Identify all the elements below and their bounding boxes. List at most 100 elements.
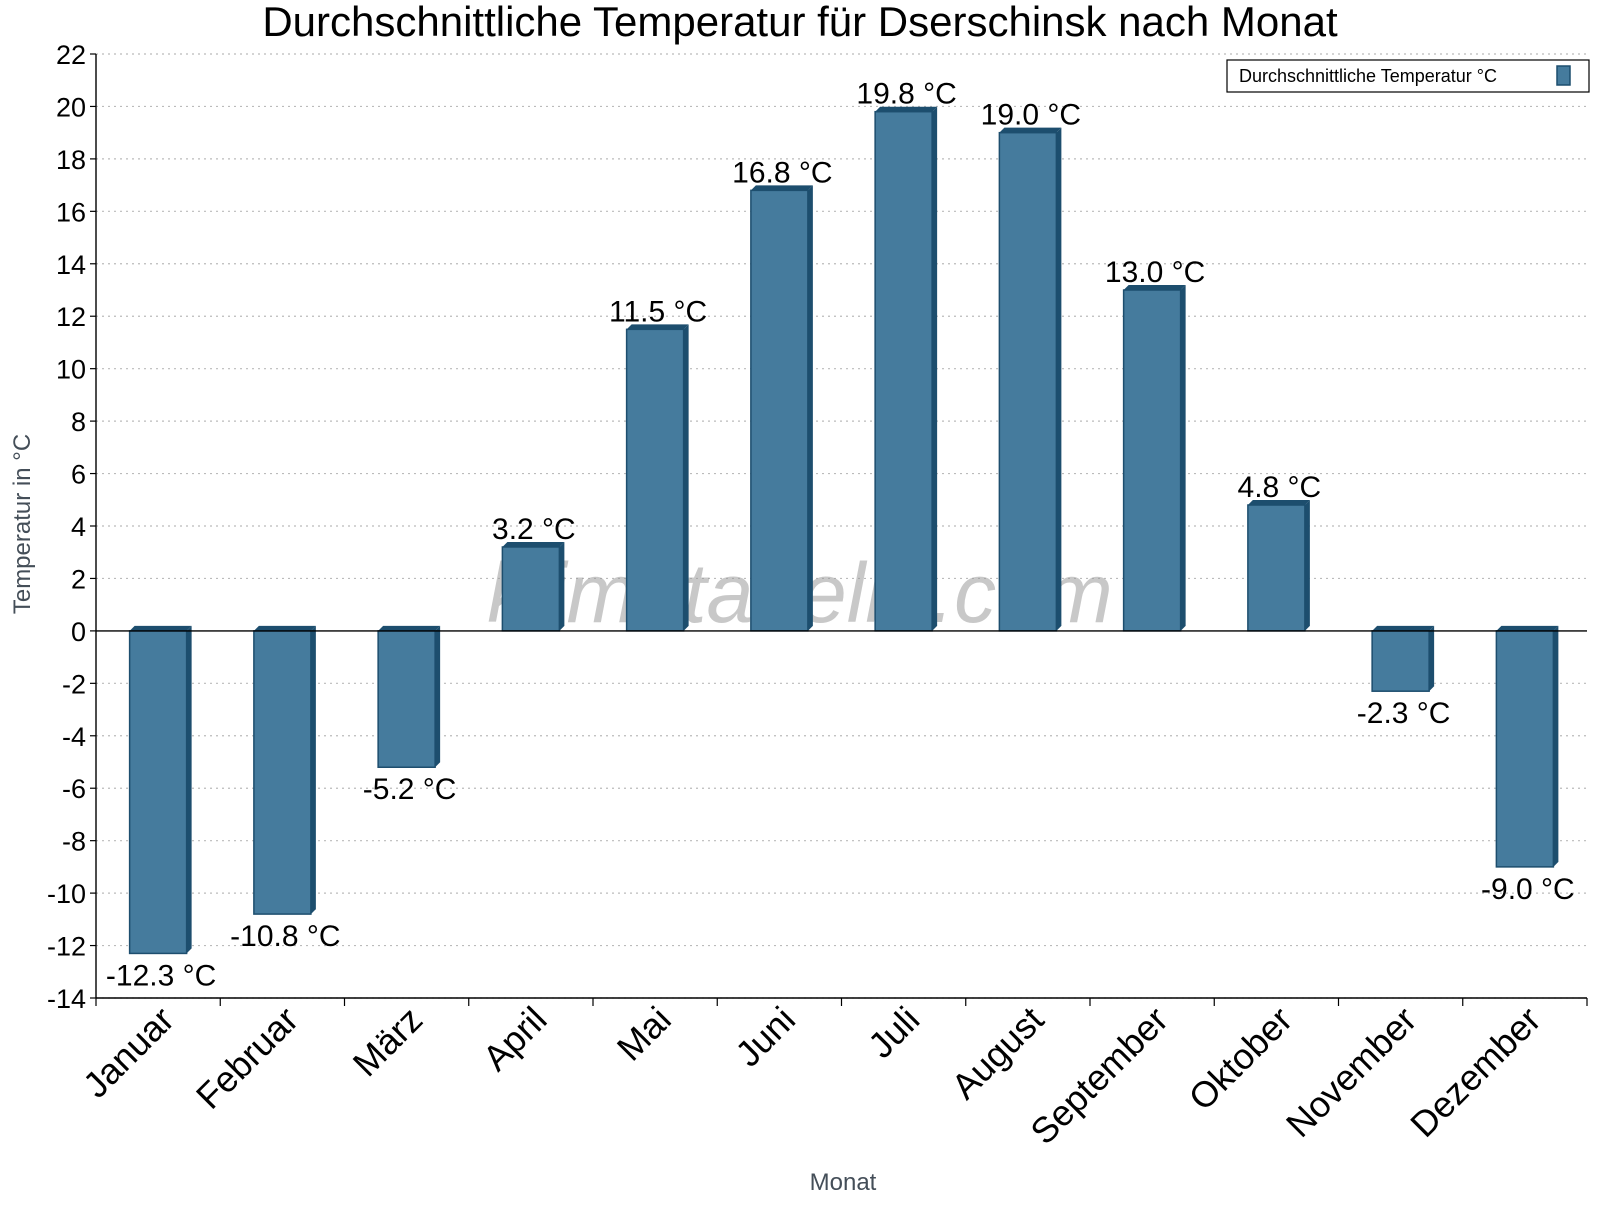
data-label: 19.8 °C: [856, 78, 956, 111]
bar-side: [1304, 500, 1310, 631]
bar-August: [998, 127, 1062, 632]
bar: [625, 328, 685, 632]
y-tick-label: -6: [62, 774, 86, 804]
data-label: 4.8 °C: [1238, 471, 1322, 504]
bar-side: [683, 324, 689, 631]
y-tick-label: 14: [56, 250, 86, 280]
bar: [998, 131, 1058, 632]
bar-Januar: [128, 625, 192, 955]
data-label: 11.5 °C: [609, 295, 707, 328]
x-tick-label: April: [475, 999, 555, 1079]
y-axis-title: Temperatur in °C: [9, 434, 36, 614]
chart-title: Durchschnittliche Temperatur für Dsersch…: [262, 0, 1338, 45]
data-label: 3.2 °C: [492, 513, 576, 546]
bar-side: [1553, 625, 1559, 867]
bar-September: [1122, 285, 1186, 632]
bar-November: [1371, 625, 1435, 692]
bar-top: [875, 106, 938, 112]
data-label: -5.2 °C: [363, 773, 457, 806]
bar-Juni: [750, 185, 813, 632]
bar-side: [559, 541, 565, 631]
data-label: -2.3 °C: [1357, 697, 1451, 730]
grid-layer: [96, 53, 1587, 999]
y-tick-label: -4: [62, 722, 86, 752]
bar: [1495, 630, 1555, 868]
bar: [253, 630, 312, 915]
bar-top: [1372, 625, 1435, 631]
bar-side: [1056, 127, 1062, 631]
legend-swatch: [1556, 65, 1571, 86]
y-tick-label: 8: [71, 407, 86, 437]
x-tick-label: Januar: [75, 999, 182, 1106]
bar-top: [378, 625, 441, 631]
bar-top: [253, 625, 316, 631]
bar-side: [1429, 625, 1435, 692]
data-label: 16.8 °C: [732, 156, 832, 189]
bar: [1371, 630, 1430, 692]
y-tick-label: -10: [47, 879, 86, 909]
data-label: -9.0 °C: [1481, 873, 1575, 906]
bar-top: [1123, 285, 1186, 290]
bar-Oktober: [1247, 500, 1310, 632]
y-tick-label: 4: [71, 512, 86, 542]
x-tick-label: März: [345, 999, 431, 1085]
bar: [501, 546, 561, 632]
bar-top: [502, 541, 565, 547]
y-tick-label: -14: [47, 984, 86, 1014]
bar-side: [435, 625, 441, 768]
bar-top: [999, 127, 1062, 133]
bar-März: [377, 625, 441, 768]
bar-side: [932, 106, 938, 631]
x-tick-label: Juni: [727, 999, 803, 1075]
data-label: -10.8 °C: [230, 920, 340, 953]
y-tick-label: -8: [62, 827, 86, 857]
x-axis-title: Monat: [810, 1169, 877, 1196]
y-tick-label: 0: [71, 617, 86, 647]
legend: Durchschnittliche Temperatur °C: [1226, 59, 1590, 93]
bar-Mai: [625, 324, 689, 632]
x-tick-label: Oktober: [1180, 999, 1300, 1119]
x-tick-label: Juli: [860, 999, 927, 1066]
x-tick-label: November: [1278, 999, 1424, 1145]
label-layer: -12.3 °C -10.8 °C -5.2 °C 3.2 °C 11.5 °C 16.8…: [106, 78, 1575, 993]
bar-top: [750, 185, 813, 191]
y-tick-label: 22: [56, 40, 86, 70]
bar-Juli: [874, 106, 938, 632]
data-label: 19.0 °C: [981, 99, 1081, 132]
y-tick-label: 2: [71, 564, 86, 594]
bar-top: [1496, 625, 1559, 631]
x-tick-label: Dezember: [1402, 999, 1548, 1145]
y-tick-label: -2: [62, 669, 86, 699]
bar-Dezember: [1495, 625, 1559, 868]
data-label: -12.3 °C: [106, 959, 216, 992]
x-tick-label: Februar: [188, 999, 306, 1117]
bar-top: [129, 625, 192, 631]
y-tick-label: 10: [56, 355, 86, 385]
bar-top: [1247, 500, 1310, 506]
y-tick-label: 16: [56, 197, 86, 227]
legend-label: Durchschnittliche Temperatur °C: [1239, 66, 1497, 86]
bar: [1247, 504, 1306, 632]
bar: [874, 110, 933, 632]
bar-side: [310, 625, 316, 915]
bar-layer: [128, 106, 1559, 955]
bar-side: [1180, 285, 1186, 631]
x-tick-label: August: [943, 999, 1051, 1107]
y-tick-label: 12: [56, 302, 86, 332]
bar-side: [807, 185, 813, 631]
x-tick-label: Mai: [609, 999, 679, 1069]
y-tick-label: -12: [47, 932, 86, 962]
y-tick-label: 20: [56, 92, 86, 122]
bar-side: [186, 625, 192, 954]
y-tick-label: 6: [71, 460, 86, 490]
legend-box: [1226, 59, 1590, 93]
y-tick-label: 18: [56, 145, 86, 175]
bar-top: [626, 324, 689, 330]
bar-Februar: [253, 625, 316, 915]
bar: [128, 630, 188, 955]
bar: [377, 630, 436, 768]
bar-April: [501, 541, 565, 632]
bar: [750, 189, 809, 632]
bar: [1122, 289, 1182, 632]
